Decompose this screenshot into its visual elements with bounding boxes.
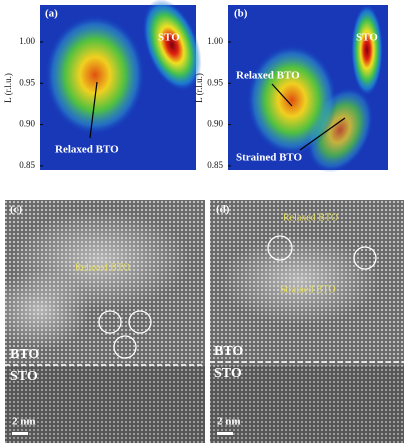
scale-bar [217,432,233,435]
y-tick-label: 1.00 [207,36,223,46]
annotation: STO [214,366,242,381]
annotation: Relaxed BTO [55,144,119,156]
page: (a) STO Relaxed BTO L (r.l.u.) (b) Relax… [0,0,404,443]
y-axis-label: L (r.l.u.) [3,73,13,103]
y-tick-label: 0.95 [19,77,35,87]
figure: (a) STO Relaxed BTO L (r.l.u.) (b) Relax… [0,0,404,443]
y-tick-label: 0.95 [207,77,223,87]
intensity-peak [247,45,337,155]
y-tick-label: 0.85 [19,160,35,170]
contrast [220,235,380,325]
panel-label: (d) [216,204,230,216]
annotation: Relaxed BTO [283,212,338,223]
panel-c: (c) Relaxed BTO BTO STO 2 nm [0,200,205,443]
y-tick-label: 0.90 [207,119,223,129]
intensity-peak [45,15,145,135]
annotation: STO [356,32,378,44]
panel-d: (d) Relaxed BTO Strained BTO BTO STO 2 n… [210,200,404,443]
panel-label: (b) [234,8,248,20]
scale-bar-label: 2 nm [12,416,36,428]
annotation: Strained BTO [280,284,336,295]
annotation: BTO [214,344,243,359]
panel-label: (a) [45,8,58,20]
y-tick-label: 0.90 [19,119,35,129]
annotation: STO [158,32,180,44]
annotation: Relaxed BTO [236,70,300,82]
annotation: Relaxed BTO [75,262,130,273]
y-tick-label: 0.85 [207,160,223,170]
annotation: STO [10,369,38,384]
scale-bar-label: 2 nm [217,416,241,428]
panel-label: (c) [10,204,23,216]
y-tick-label: 1.00 [19,36,35,46]
annotation: Strained BTO [236,152,303,164]
y-axis-label: L (r.l.u.) [194,73,204,103]
annotation: BTO [10,347,39,362]
panel-b: (b) Relaxed BTO STO Strained BTO L (r.l.… [194,4,388,183]
intensity-peak [351,4,383,96]
scale-bar [12,432,28,435]
